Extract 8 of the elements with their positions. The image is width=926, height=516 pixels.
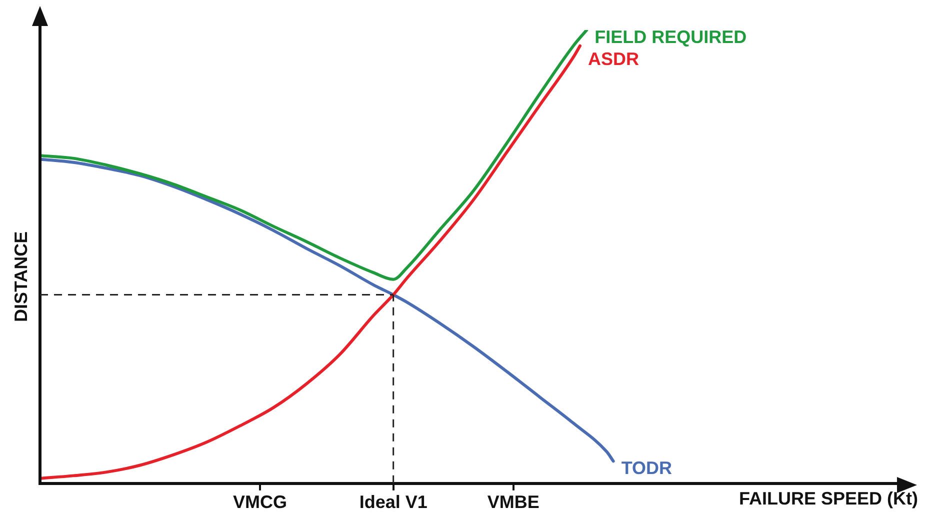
series-label: ASDR: [588, 48, 640, 69]
y-axis-title: DISTANCE: [10, 231, 31, 322]
x-tick-label: Ideal V1: [359, 492, 428, 512]
x-axis-title: FAILURE SPEED (Kt): [738, 488, 918, 508]
series-label: TODR: [621, 458, 672, 478]
x-tick-label: VMBE: [487, 492, 540, 512]
series-label: FIELD REQUIRED: [594, 26, 747, 47]
x-tick-label: VMCG: [233, 492, 287, 512]
